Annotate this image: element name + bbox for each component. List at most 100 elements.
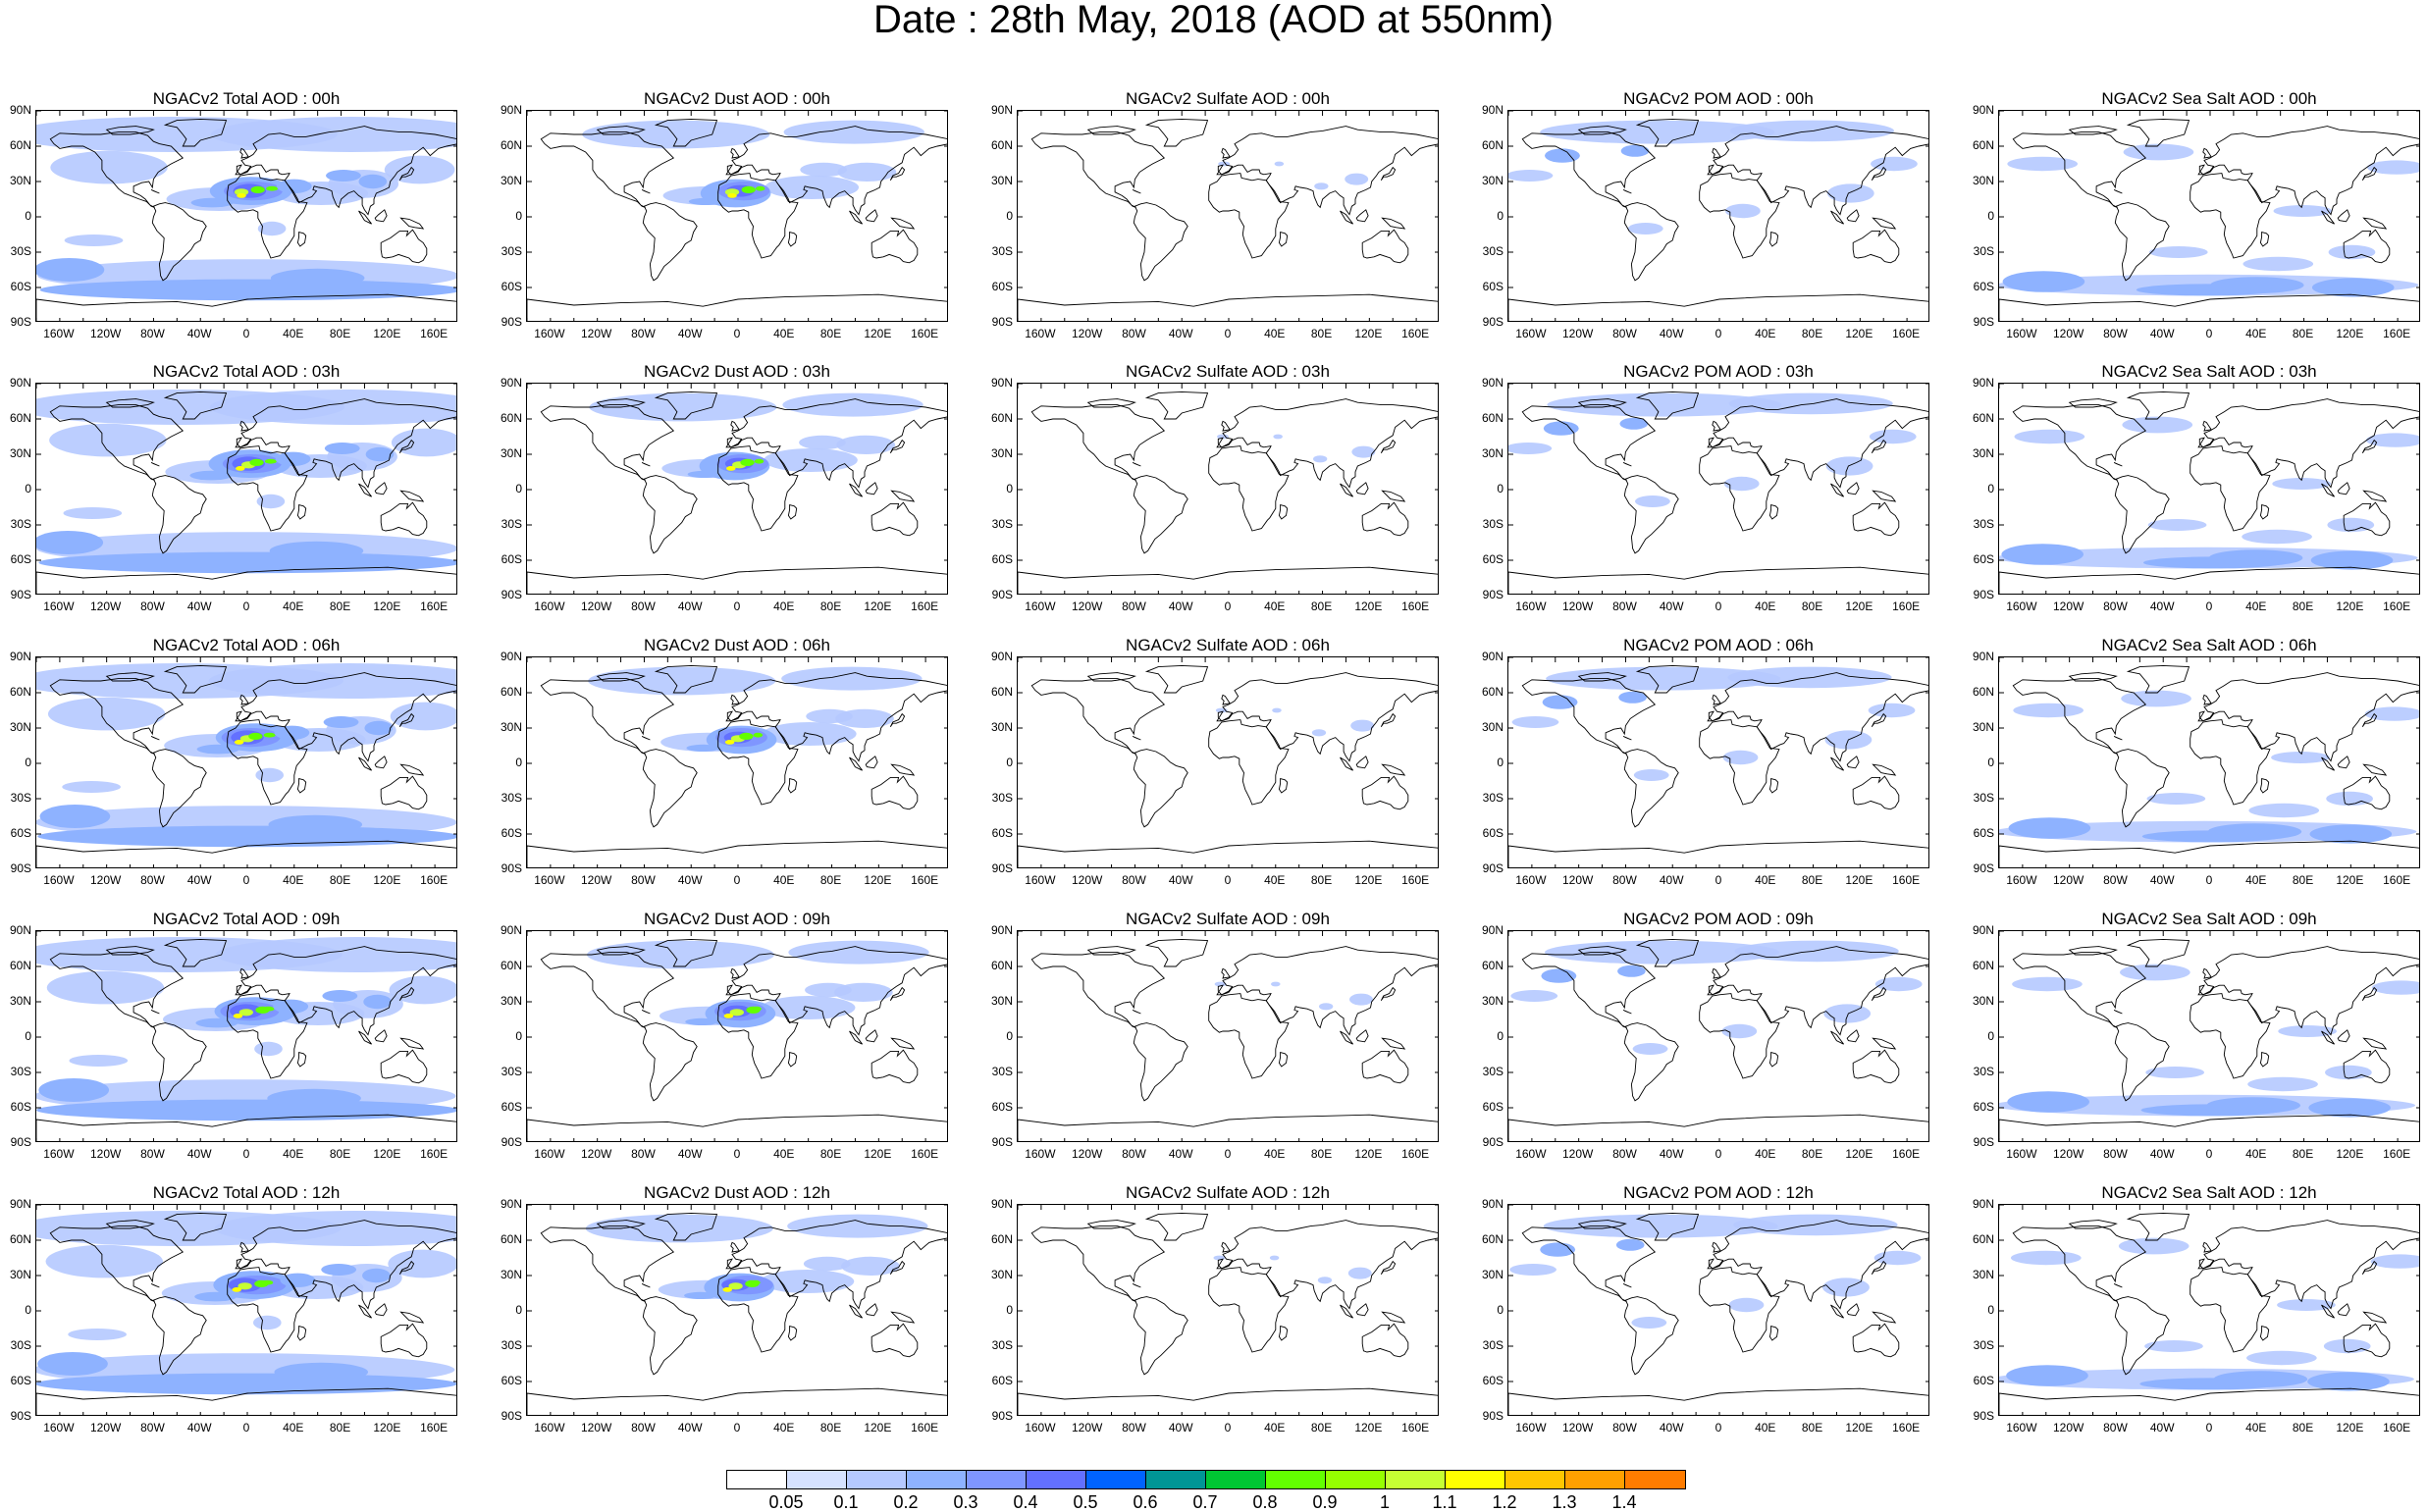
lat-tick-label: 60S	[991, 1374, 1013, 1387]
coastline	[1208, 719, 1290, 806]
aod-shading	[1314, 182, 1329, 190]
lon-tick-label: 80W	[1122, 327, 1146, 340]
aod-shading	[741, 185, 756, 193]
coastline	[163, 118, 228, 147]
coastline	[399, 763, 425, 776]
coastline	[1508, 293, 1928, 321]
coastline	[2337, 756, 2350, 769]
coastline	[2202, 967, 2212, 979]
coastline	[1768, 778, 1779, 794]
colorbar-swatch	[1625, 1471, 1685, 1488]
coastline	[1999, 293, 2419, 321]
coastline	[2113, 1282, 2123, 1288]
coastline	[398, 712, 415, 728]
coastline	[1030, 404, 1166, 481]
coastline	[889, 1260, 906, 1276]
lat-tick-label: 90N	[1481, 1197, 1504, 1211]
lat-tick-label: 90N	[1481, 376, 1504, 390]
lon-tick-label: 80W	[140, 873, 165, 887]
coastline	[398, 166, 415, 182]
world-map	[36, 384, 456, 594]
world-map	[1508, 1205, 1928, 1415]
lon-tick-label: 120E	[864, 1421, 892, 1434]
aod-shading	[47, 697, 166, 731]
lat-tick-label: 60S	[1973, 280, 1994, 293]
aod-shading	[727, 193, 737, 198]
aod-shading	[2307, 1372, 2390, 1391]
map-frame	[1507, 656, 1929, 868]
aod-shading	[2142, 556, 2285, 569]
lat-tick-label: 30N	[1972, 994, 1994, 1008]
aod-shading	[1633, 769, 1669, 781]
lat-tick-label: 30S	[991, 1338, 1013, 1352]
lon-tick-label: 160W	[43, 1147, 75, 1161]
coastline	[730, 1241, 740, 1253]
aod-shading	[1871, 156, 1918, 172]
panel-title: NGACv2 Sulfate AOD : 06h	[1126, 636, 1330, 654]
lon-tick-label: 40W	[1659, 327, 1684, 340]
lon-tick-label: 120W	[1561, 1421, 1594, 1434]
map-panel-seasalt-row2: NGACv2 Sea Salt AOD : 06h 90N 60N 30N 0 30S 60…	[1963, 635, 2427, 900]
lat-tick-label: 30S	[10, 1065, 31, 1078]
lat-tick-label: 90N	[500, 923, 522, 937]
coastline	[150, 1282, 160, 1288]
coastline	[1635, 391, 1700, 420]
aod-shading	[322, 990, 358, 1002]
coastline	[358, 483, 372, 497]
lat-tick-label: 60N	[1972, 1232, 1994, 1246]
coastline	[2197, 126, 2419, 216]
map-panel-pom-row3: NGACv2 POM AOD : 09h 90N 60N 30N 0 30S 60S 90S 1…	[1472, 909, 1963, 1173]
coastline	[1381, 217, 1406, 230]
coastline	[527, 1114, 947, 1141]
aod-shading	[1217, 434, 1229, 440]
coastline	[2343, 775, 2391, 810]
aod-shading	[252, 1315, 282, 1330]
aod-shading	[64, 235, 124, 246]
lat-tick-label: 90N	[1972, 923, 1994, 937]
lon-tick-label: 120E	[373, 1147, 401, 1161]
lon-tick-label: 40E	[283, 873, 304, 887]
lon-tick-label: 0	[242, 327, 250, 340]
coastline	[1852, 775, 1900, 810]
coastline	[2113, 461, 2123, 467]
coastline	[358, 756, 372, 771]
lat-tick-label: 30N	[990, 720, 1013, 734]
lat-tick-label: 90S	[10, 1135, 31, 1149]
coastline	[1707, 946, 1928, 1036]
map-panel-seasalt-row4: NGACv2 Sea Salt AOD : 12h 90N 60N 30N 0 30S 60…	[1963, 1182, 2427, 1447]
lon-tick-label: 160E	[1892, 1147, 1921, 1161]
world-map	[1999, 384, 2419, 594]
coastline	[2126, 391, 2190, 420]
lon-tick-label: 40W	[1659, 873, 1684, 887]
lat-tick-label: 0	[515, 1303, 522, 1317]
lon-tick-label: 80W	[2103, 1147, 2128, 1161]
aod-shading	[1349, 993, 1373, 1006]
lon-tick-label: 80W	[2103, 327, 2128, 340]
aod-shading	[1721, 1023, 1758, 1039]
coastline	[1577, 398, 1627, 408]
aod-shading	[1350, 719, 1375, 732]
aod-shading	[752, 1006, 762, 1012]
coastline	[105, 1220, 155, 1229]
map-panel-seasalt-row0: NGACv2 Sea Salt AOD : 00h 90N 60N 30N 0 30S 60…	[1963, 88, 2427, 353]
coastline	[641, 735, 651, 741]
lon-tick-label: 120W	[2052, 873, 2084, 887]
coastline	[1699, 173, 1780, 259]
coastline	[1999, 566, 2419, 594]
coastline	[596, 398, 646, 408]
world-map	[1508, 931, 1928, 1141]
aod-shading	[2014, 429, 2085, 444]
coastline	[398, 439, 415, 454]
lon-tick-label: 0	[242, 873, 250, 887]
lon-tick-label: 120W	[89, 873, 122, 887]
aod-shading	[740, 458, 755, 466]
coastline	[725, 1220, 947, 1310]
lon-tick-label: 80W	[140, 600, 165, 613]
lon-tick-label: 80E	[819, 1421, 842, 1434]
world-map	[1018, 657, 1438, 867]
aod-shading	[2122, 416, 2193, 434]
coastline	[527, 1387, 947, 1415]
coastline	[1871, 712, 1887, 728]
aod-shading	[2272, 478, 2332, 490]
coastline	[1086, 398, 1136, 408]
